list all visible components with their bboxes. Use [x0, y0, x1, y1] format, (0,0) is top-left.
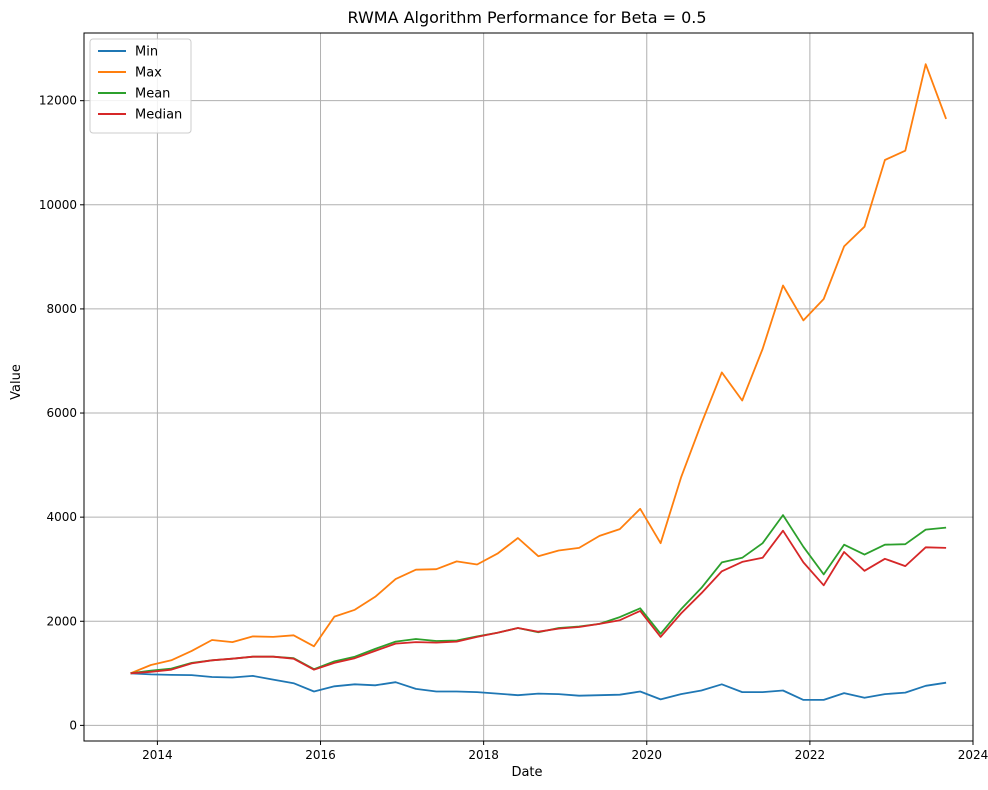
x-tick-label: 2018 — [468, 748, 499, 762]
series-line-mean — [130, 514, 947, 675]
y-tick-label: 4000 — [46, 510, 77, 524]
legend: Min Max Mean Median — [89, 38, 192, 134]
x-tick-label: 2024 — [958, 748, 988, 762]
y-tick-label: 6000 — [46, 406, 77, 420]
plot-frame — [83, 32, 974, 742]
x-tick-label: 2014 — [142, 748, 173, 762]
x-tick-label: 2020 — [631, 748, 662, 762]
series-line-median — [130, 529, 947, 675]
series-line-max — [130, 63, 947, 675]
legend-label-max: Max — [135, 66, 162, 81]
y-tick-label: 0 — [69, 718, 77, 732]
chart-title: RWMA Algorithm Performance for Beta = 0.… — [347, 8, 706, 27]
x-tick-label: 2016 — [305, 748, 336, 762]
y-axis-label: Value — [9, 364, 24, 400]
y-tick-label: 2000 — [46, 614, 77, 628]
x-axis-label: Date — [511, 765, 542, 780]
series-lines — [130, 63, 947, 701]
grid — [84, 33, 974, 741]
x-tick-label: 2022 — [795, 748, 826, 762]
legend-label-min: Min — [135, 45, 158, 60]
legend-label-median: Median — [135, 108, 182, 123]
legend-label-mean: Mean — [135, 87, 170, 102]
y-axis: 0 2000 4000 6000 8000 10000 12000 — [39, 94, 84, 732]
y-tick-label: 8000 — [46, 302, 77, 316]
legend-box — [89, 38, 192, 134]
series-line-min — [130, 672, 947, 701]
x-axis: 2014 2016 2018 2020 2022 2024 — [142, 741, 988, 762]
y-tick-label: 10000 — [39, 198, 77, 212]
y-tick-label: 12000 — [39, 94, 77, 108]
